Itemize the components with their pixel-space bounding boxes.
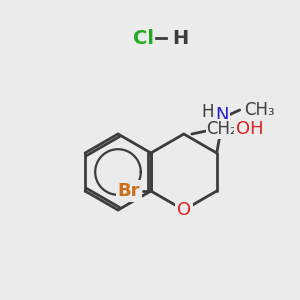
Text: CH₂: CH₂ bbox=[206, 120, 237, 138]
Text: H: H bbox=[172, 28, 188, 47]
Text: Br: Br bbox=[118, 182, 140, 200]
Text: N: N bbox=[215, 106, 229, 124]
Text: Cl: Cl bbox=[134, 28, 154, 47]
Text: O: O bbox=[177, 201, 191, 219]
Text: OH: OH bbox=[236, 120, 264, 138]
Text: CH₃: CH₃ bbox=[244, 101, 274, 119]
Text: H: H bbox=[202, 103, 214, 121]
